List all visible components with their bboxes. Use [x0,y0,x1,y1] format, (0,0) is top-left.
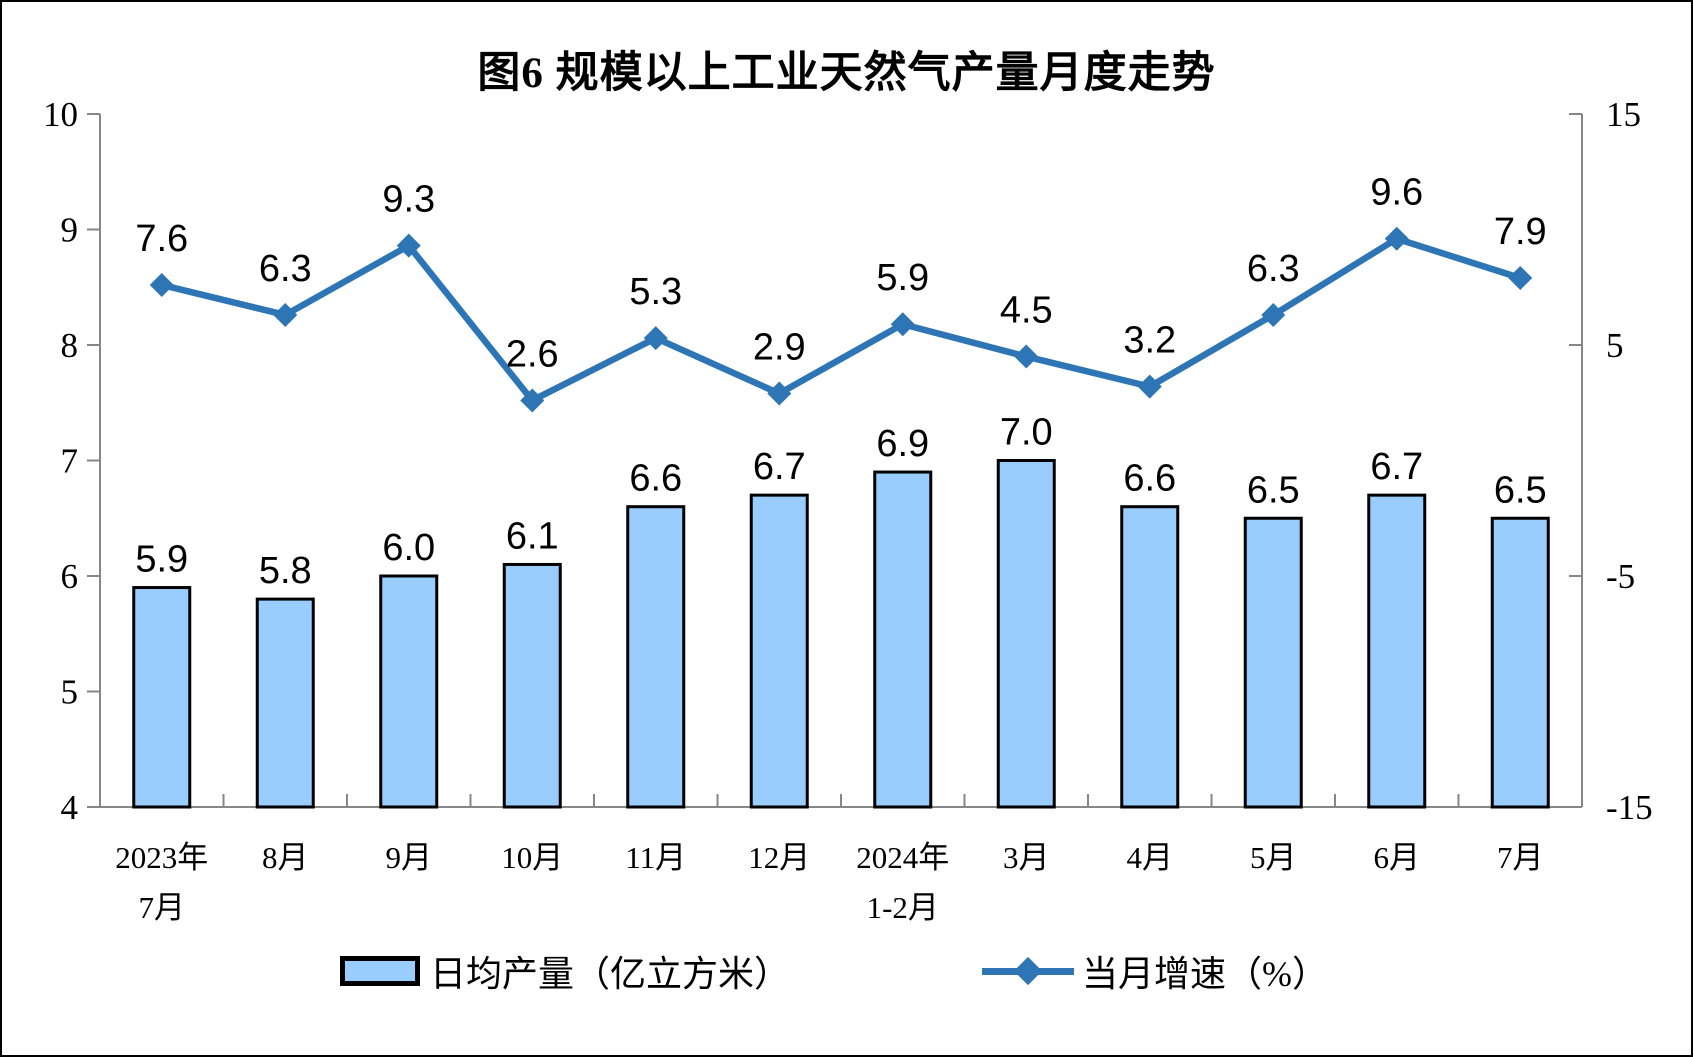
x-axis-label: 7月 [1497,840,1544,875]
line-value-label: 5.3 [629,271,682,313]
legend-label-growth-rate: 当月增速（%） [1082,954,1328,994]
line-value-label: 4.5 [1000,290,1053,332]
x-axis-label: 2024年 [856,840,949,875]
right-axis-tick-label: 15 [1606,95,1641,134]
production-bar [502,562,562,809]
production-bar [379,574,439,809]
bar-value-label: 6.5 [1494,469,1547,511]
growth-line-marker [643,326,668,351]
bar-value-label: 6.9 [876,423,929,465]
production-bar [626,505,686,809]
line-value-label: 5.9 [876,257,929,299]
growth-line-marker [1261,302,1286,327]
line-value-label: 9.3 [382,179,435,221]
right-axis-tick-label: -15 [1606,788,1653,827]
line-value-label: 9.6 [1370,172,1423,214]
bar-series-swatch-icon [340,956,420,986]
growth-line-marker [890,312,915,337]
line-series-marker-icon [982,956,1074,986]
growth-line-marker [767,381,792,406]
production-bar [1243,516,1303,809]
line-value-label: 3.2 [1123,320,1176,362]
growth-line-marker [1014,344,1039,369]
right-axis-tick-label: -5 [1606,557,1635,596]
production-bar [1120,505,1180,809]
production-bar [132,586,192,809]
production-bar [873,470,933,809]
left-axis-tick-label: 10 [43,95,78,134]
left-axis-tick-label: 4 [61,788,79,827]
line-value-label: 2.9 [753,327,806,369]
chart-title: 图6 规模以上工业天然气产量月度走势 [477,50,1216,97]
bar-value-label: 6.7 [753,446,806,488]
growth-line [158,235,1524,404]
diamond-marker-icon [1013,956,1043,986]
production-bar [255,597,315,809]
left-axis-tick-label: 7 [61,442,79,481]
x-axis-label: 12月 [748,840,810,875]
x-axis-label: 11月 [625,840,686,875]
x-axis-label: 9月 [386,840,433,875]
legend-label-daily-output: 日均产量（亿立方米） [430,954,791,994]
right-axis-tick-label: 5 [1606,326,1624,365]
left-axis-tick-label: 5 [61,673,79,712]
growth-line-marker [273,302,298,327]
growth-line-marker [520,388,545,413]
bar-value-label: 6.1 [506,515,559,557]
x-axis-label: 8月 [262,840,309,875]
line-value-label: 7.9 [1494,211,1547,253]
x-axis-label: 4月 [1127,840,1174,875]
bar-value-label: 6.6 [629,458,682,500]
growth-line-marker [396,233,421,258]
left-axis-tick-label: 6 [61,557,79,596]
bar-value-label: 6.5 [1247,469,1300,511]
line-value-label: 2.6 [506,333,559,375]
legend: 日均产量（亿立方米） 当月增速（%） [2,948,1691,994]
bar-value-label: 6.6 [1123,458,1176,500]
line-value-label: 6.3 [259,248,312,290]
x-axis-label: 1-2月 [867,890,939,925]
production-bar [1490,516,1550,809]
growth-line-marker [1137,374,1162,399]
line-value-label: 7.6 [135,218,188,260]
x-axis-label: 10月 [501,840,563,875]
legend-item-daily-output: 日均产量（亿立方米） [340,948,790,994]
x-axis-label: 3月 [1003,840,1050,875]
bar-value-label: 5.8 [259,550,312,592]
growth-line-marker [1384,226,1409,251]
production-bar [996,459,1056,809]
line-value-label: 6.3 [1247,248,1300,290]
growth-line-marker [1508,266,1533,291]
x-axis-label: 2023年 [115,840,208,875]
growth-line-marker [149,272,174,297]
x-axis-label: 6月 [1374,840,1421,875]
x-axis-label: 7月 [139,890,186,925]
bar-value-label: 5.9 [135,539,188,581]
bar-value-label: 7.0 [1000,412,1053,454]
x-axis-label: 5月 [1250,840,1297,875]
left-axis-tick-label: 8 [61,326,79,365]
left-axis-tick-label: 9 [61,211,79,250]
production-bar [1367,493,1427,809]
legend-item-growth-rate: 当月增速（%） [982,948,1328,994]
bar-value-label: 6.0 [382,527,435,569]
bar-value-label: 6.7 [1370,446,1423,488]
production-bar [749,493,809,809]
